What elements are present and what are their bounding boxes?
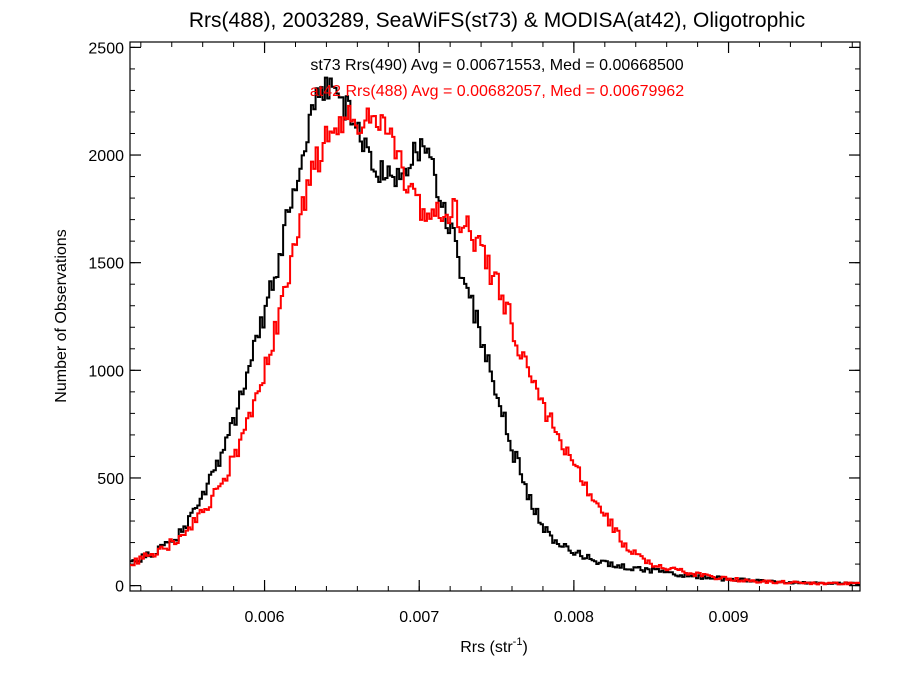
x-tick-label: 0.006 (245, 609, 285, 626)
x-axis: 0.006 0.007 0.008 0.009 (140, 42, 853, 626)
y-axis: 0 500 1000 1500 2000 2500 (88, 40, 860, 596)
y-tick-label: 2500 (88, 40, 124, 57)
y-axis-label: Number of Observations (53, 229, 70, 402)
x-axis-label-main: Rrs (str (460, 639, 513, 656)
annotation-at42: at42 Rrs(488) Avg = 0.00682057, Med = 0.… (310, 83, 684, 100)
x-tick-label: 0.007 (399, 609, 439, 626)
annotation-st73: st73 Rrs(490) Avg = 0.00671553, Med = 0.… (310, 57, 683, 74)
chart-title: Rrs(488), 2003289, SeaWiFS(st73) & MODIS… (189, 9, 805, 32)
plot-frame (129, 41, 861, 592)
y-tick-label: 2000 (88, 148, 124, 165)
y-tick-label: 500 (97, 471, 124, 488)
plot-area: 0.006 0.007 0.008 0.009 0 500 1000 1500 2000 250… (88, 40, 861, 626)
series-line-st73 (130, 76, 860, 586)
x-axis-label-close: ) (522, 639, 527, 656)
series-line-at42 (130, 104, 860, 586)
y-tick-label: 1500 (88, 256, 124, 273)
x-tick-label: 0.009 (709, 609, 749, 626)
y-tick-label: 0 (115, 579, 124, 596)
series-layer (130, 76, 860, 586)
y-tick-label: 1000 (88, 363, 124, 380)
x-tick-label: 0.008 (554, 609, 594, 626)
x-axis-label-sup: -1 (513, 636, 523, 648)
x-axis-label: Rrs (str-1) (460, 636, 528, 656)
